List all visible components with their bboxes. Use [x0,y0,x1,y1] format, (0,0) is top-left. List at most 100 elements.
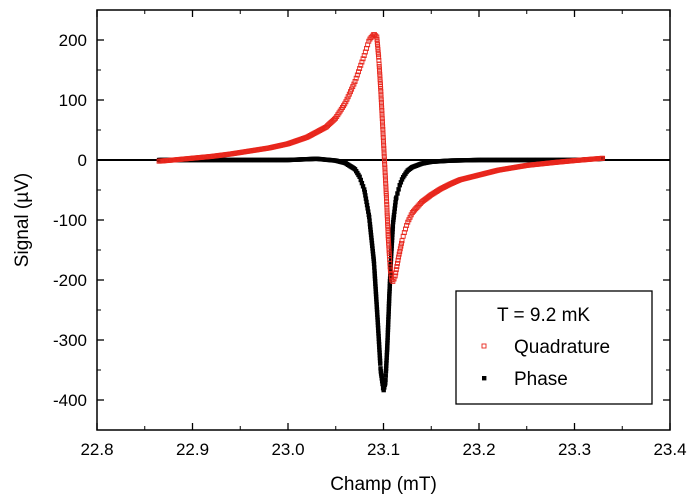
data-point-quadrature [381,145,387,151]
data-point-quadrature [391,276,397,282]
data-point-phase [360,184,366,189]
data-point-phase [388,271,393,276]
data-point-quadrature [387,266,393,272]
data-point-quadrature [374,34,380,40]
data-point-quadrature [346,91,352,97]
data-point-quadrature [382,172,388,178]
data-point-phase [384,355,389,360]
data-point-phase [377,353,382,358]
x-axis-label: Champ (mT) [330,474,437,495]
data-point-quadrature [384,196,389,202]
data-point-phase [385,327,391,333]
data-point-quadrature [397,246,403,252]
data-point-phase [374,304,380,310]
legend-label-phase: Phase [514,369,568,390]
data-point-quadrature [385,238,391,244]
data-point-phase [386,304,392,309]
data-point-phase [384,350,390,355]
data-point-phase [375,315,380,320]
data-point-phase [387,284,392,289]
data-point-quadrature [381,151,387,157]
data-point-quadrature [380,126,386,132]
data-point-quadrature [380,121,385,127]
data-point-phase [398,180,404,185]
data-point-phase [387,293,392,299]
data-point-quadrature [383,193,389,199]
data-point-phase [373,294,379,299]
data-point-phase [380,381,385,387]
data-point-phase [362,189,367,195]
data-point-quadrature [352,79,358,84]
data-point-quadrature [379,102,384,108]
plot-frame [96,9,671,431]
data-point-phase [385,338,390,343]
legend-box [455,290,653,405]
data-point-phase [370,246,375,251]
data-point-quadrature [375,44,381,50]
data-point-phase [370,243,375,248]
data-point-quadrature [398,243,404,249]
data-point-quadrature [382,175,388,181]
data-point-phase [363,193,368,198]
data-point-quadrature [385,217,390,223]
data-point-phase [385,325,391,330]
data-point-quadrature [350,84,356,90]
data-point-phase [385,332,390,338]
data-point-quadrature [382,167,388,173]
y-tick-label: -100 [53,211,87,230]
x-tick-label: 23.1 [367,440,400,459]
data-point-quadrature [384,210,390,216]
axes: 22.8 22.9 23.0 23.1 23.2 23.3 23.4 200 100 0 -100 -… [53,9,687,459]
data-point-phase [389,238,395,243]
data-point-phase [390,220,396,225]
data-point-phase [384,352,390,358]
data-point-phase [371,261,377,266]
data-point-quadrature [380,124,386,130]
data-point-phase [376,339,382,344]
data-point-phase [386,311,391,317]
data-point-quadrature [379,118,385,124]
data-point-phase [369,240,375,246]
data-point-quadrature [393,270,399,276]
data-point-phase [385,340,390,346]
data-point-phase [395,191,400,196]
data-point-phase [374,307,380,312]
data-point-phase [388,260,394,265]
data-point-quadrature [382,159,388,165]
data-point-quadrature [396,251,402,257]
data-point-phase [396,187,401,192]
data-point-quadrature [385,220,391,226]
y-axis-label: Signal (µV) [12,173,33,267]
data-point-phase [387,289,392,294]
data-point-phase [392,203,398,208]
y-tick-label: -400 [53,391,87,410]
data-point-phase [370,249,376,254]
data-point-phase [387,286,392,291]
data-point-phase [383,373,388,378]
data-point-quadrature [384,204,390,210]
data-point-phase [387,296,392,301]
data-point-phase [383,366,389,371]
data-point-quadrature [375,42,380,48]
data-point-quadrature [359,59,365,65]
legend: T = 9.2 mK Quadrature Phase [455,290,653,405]
data-point-phase [372,271,377,276]
data-point-phase [389,243,394,249]
data-point-quadrature [380,137,386,143]
data-point-phase [368,224,373,230]
data-point-phase [385,335,390,340]
data-point-phase [393,196,399,202]
data-point-quadrature [381,148,387,154]
data-point-quadrature [396,254,402,260]
data-point-quadrature [395,257,401,263]
data-point-quadrature [375,49,381,55]
data-point-quadrature [348,89,353,95]
data-point-phase [382,385,387,390]
data-point-phase [368,230,373,235]
data-point-phase [399,177,405,182]
data-point-quadrature [376,57,382,63]
x-tick-label: 23.4 [653,440,686,459]
data-point-phase [390,232,395,237]
data-point-phase [357,174,362,179]
